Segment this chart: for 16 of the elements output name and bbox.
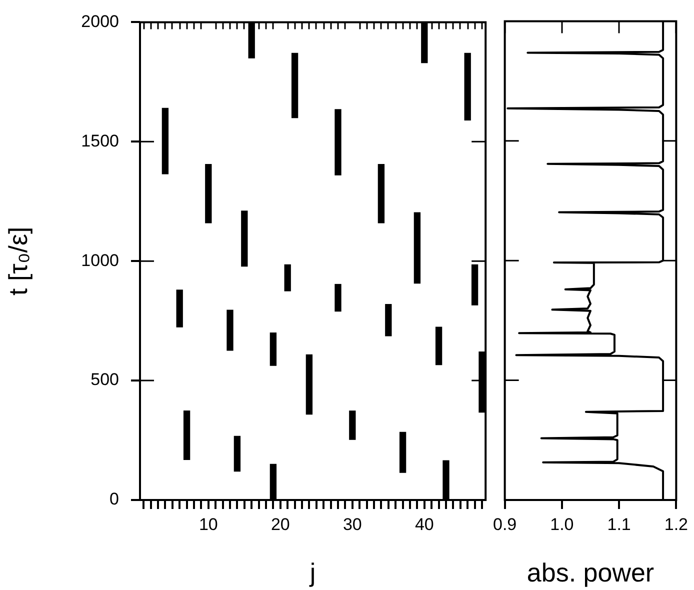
y-tick-label: 0: [110, 490, 119, 509]
x-tick-label: 1.0: [550, 514, 574, 534]
y-tick-label: 1500: [81, 131, 119, 150]
x-axis-title: j: [308, 558, 316, 588]
x-tick-label: 30: [342, 514, 362, 534]
x-tick-label: 1.2: [664, 514, 688, 534]
x-tick-label: 40: [414, 514, 434, 534]
x-tick-label: 20: [270, 514, 290, 534]
x-tick-label: 10: [198, 514, 218, 534]
y-tick-label: 500: [90, 370, 119, 390]
y-axis-title: t [τ₀/ε]: [2, 226, 33, 296]
y-tick-label: 1000: [81, 250, 119, 270]
x-axis-title: abs. power: [526, 558, 654, 588]
x-tick-label: 1.1: [607, 514, 631, 534]
y-tick-label: 2000: [81, 12, 119, 31]
x-tick-label: 0.9: [492, 514, 517, 534]
